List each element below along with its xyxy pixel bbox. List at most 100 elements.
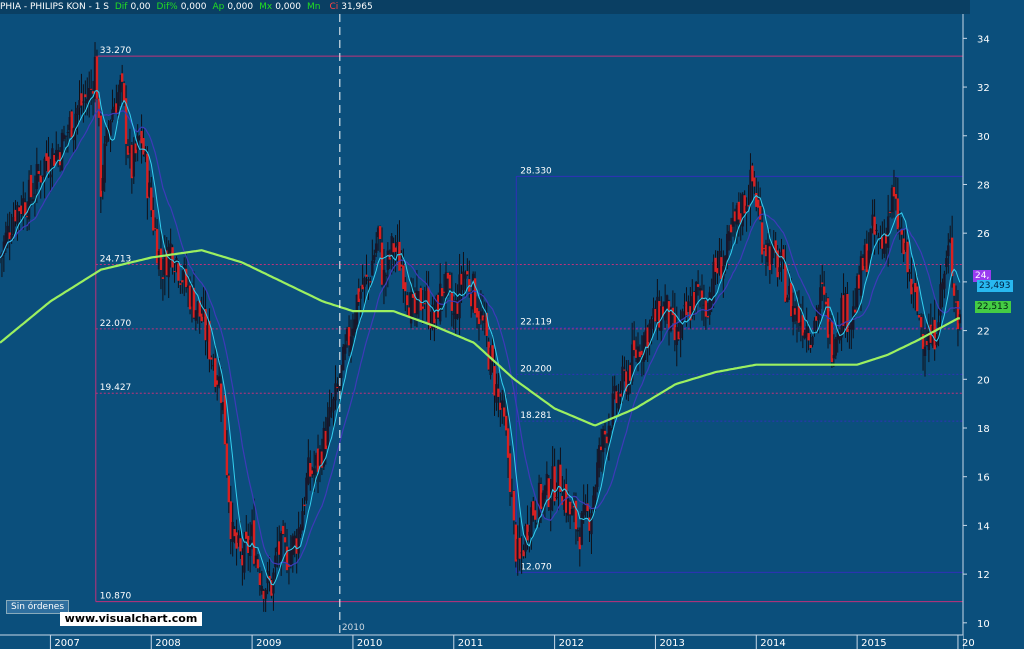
candle-body [743, 195, 746, 214]
candle-body [735, 205, 739, 225]
candle-body [543, 486, 547, 499]
candle-body [88, 87, 91, 101]
candle-body [656, 296, 659, 329]
price-tick-label: 18 [977, 424, 990, 435]
candle-body [881, 236, 884, 249]
candle-body [460, 273, 463, 285]
candle-body [846, 294, 849, 333]
level-label: 28.330 [520, 166, 552, 176]
candle-body [520, 552, 523, 554]
candle-body [601, 429, 605, 453]
candle-body [646, 327, 649, 349]
quote-field: Ci 31,965 [329, 2, 375, 12]
candle-body [535, 523, 539, 525]
candle-body [867, 250, 870, 270]
candle-body [122, 83, 126, 102]
candle-body [20, 205, 23, 215]
moving-average-long [0, 249, 960, 427]
price-tick-label: 30 [977, 132, 990, 143]
candle-body [797, 305, 801, 323]
candle-body [605, 436, 609, 444]
candle-body [113, 106, 116, 114]
candle-body [658, 301, 661, 328]
candle-body [16, 205, 19, 224]
candle-body [757, 199, 760, 208]
level-label: 20.200 [520, 364, 552, 374]
candle-body [662, 306, 665, 317]
candle-body [462, 271, 465, 291]
candle-body [419, 287, 423, 311]
candle-body [908, 271, 911, 275]
candle-body [698, 288, 702, 291]
candle-body [623, 369, 626, 371]
candle-body [35, 164, 39, 190]
candle-body [871, 214, 874, 226]
candle-body [365, 274, 368, 277]
cursor-layer: 2010 [339, 14, 365, 649]
candle-body [634, 349, 638, 358]
candle-body [863, 245, 867, 267]
candle-body [481, 315, 485, 321]
candle-body [146, 153, 149, 199]
candle-body [427, 287, 430, 325]
candle-body [281, 525, 285, 534]
candle-body [638, 351, 642, 357]
candle-body [375, 243, 378, 253]
candle-body [140, 130, 143, 144]
candle-body [594, 487, 597, 500]
candle-body [710, 296, 713, 299]
level-label: 18.281 [520, 411, 552, 421]
candle-body [724, 255, 727, 266]
candle-body [338, 384, 341, 390]
orders-status[interactable]: Sin órdenes [6, 600, 70, 614]
candle-body [51, 148, 54, 170]
candle-body [322, 427, 326, 467]
candle-body [776, 250, 779, 278]
candle-body [86, 98, 89, 104]
candle-body [729, 224, 733, 233]
candle-body [97, 98, 101, 118]
candle-body [510, 494, 514, 497]
level-label: 33.270 [100, 46, 132, 56]
candle-body [473, 278, 477, 314]
symbol-label: PHIA - PHILIPS KON - 1 S [0, 2, 109, 12]
candle-body [233, 529, 236, 537]
candle-body [353, 319, 357, 333]
candle-body [545, 473, 549, 492]
candle-body [648, 323, 651, 342]
candle-body [857, 274, 861, 289]
cursor-label: 2010 [342, 623, 365, 633]
candle-body [33, 194, 37, 196]
candle-body [376, 227, 380, 238]
price-axis-bg [963, 0, 1024, 649]
candle-body [654, 308, 657, 322]
candle-body [782, 249, 785, 259]
candle-body [799, 321, 803, 327]
candle-body [221, 402, 225, 411]
candle-body [101, 178, 104, 191]
candle-body [770, 245, 773, 265]
candle-body [254, 555, 258, 565]
candle-body [570, 508, 574, 516]
candle-body [566, 498, 570, 516]
candle-body [784, 263, 787, 302]
level-label: 22.119 [520, 318, 552, 328]
candle-body [749, 169, 752, 205]
candle-body [516, 538, 519, 560]
candle-body [355, 295, 359, 325]
candle-body [572, 506, 576, 508]
candle-body [739, 213, 742, 223]
candle-body [869, 228, 872, 254]
candle-body [687, 301, 690, 312]
candle-body [357, 288, 360, 303]
candle-body [407, 307, 411, 317]
candle-body [18, 207, 21, 212]
candle-body [704, 300, 708, 317]
candle-body [144, 151, 147, 157]
candle-body [371, 260, 374, 276]
candle-body [270, 580, 273, 596]
candle-body [49, 174, 52, 178]
candle-body [138, 137, 141, 139]
candle-body [811, 337, 814, 345]
